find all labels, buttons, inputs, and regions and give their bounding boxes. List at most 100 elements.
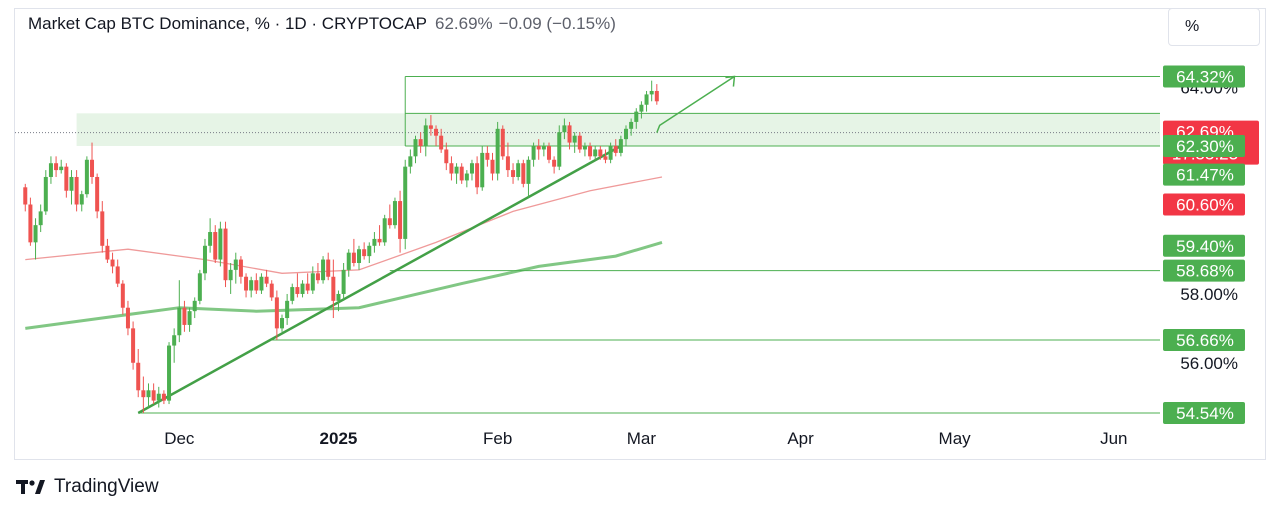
price-label: 62.30% [1163, 135, 1245, 158]
candle [28, 197, 33, 246]
price-label: 60.60% [1163, 193, 1245, 216]
ma-red-line [25, 176, 663, 274]
candle [125, 300, 130, 336]
candle-body [115, 266, 120, 284]
candle-body [300, 283, 305, 294]
candle-body [274, 297, 279, 329]
candle-body [567, 125, 572, 143]
candle-body [244, 276, 249, 291]
candle-body [264, 276, 269, 284]
candle-body [131, 328, 136, 363]
candle [475, 156, 480, 195]
candle [418, 132, 423, 153]
candle-body [459, 166, 464, 181]
candle [495, 121, 500, 181]
price-label-bg [1163, 135, 1245, 158]
candle [167, 342, 172, 405]
candle-body [485, 152, 490, 160]
brand-name: TradingView [54, 476, 159, 497]
x-tick-label: May [939, 429, 972, 448]
price-label-bg [1163, 65, 1245, 88]
candle-body [413, 139, 418, 157]
candle [490, 152, 495, 181]
candle-body [552, 159, 557, 167]
candle [208, 218, 213, 253]
candle [398, 190, 403, 253]
candle [464, 170, 469, 188]
price-label: 61.47% [1163, 163, 1245, 186]
candle [249, 276, 254, 298]
candle-body [516, 163, 521, 177]
candle [649, 80, 654, 102]
candle [115, 259, 120, 288]
candle-body [439, 135, 444, 150]
price-label-bg [1163, 259, 1245, 282]
candle-body [500, 128, 505, 157]
support-trendline [137, 144, 622, 415]
candle [305, 273, 310, 294]
candle [187, 307, 192, 332]
candle [33, 218, 38, 260]
candle [141, 376, 146, 413]
unit-label: % [1185, 18, 1200, 35]
candle-body [43, 176, 48, 212]
candle-body [259, 276, 264, 291]
candle-body [346, 252, 351, 270]
candle [526, 156, 531, 198]
candle [290, 283, 295, 305]
candle [469, 159, 474, 181]
price-label-text: 59.40% [1176, 237, 1234, 256]
candle [346, 249, 351, 277]
candle [151, 383, 156, 405]
candle [505, 142, 510, 177]
candle-body [23, 187, 28, 205]
candle-body [372, 238, 377, 246]
price-label-text: 58.68% [1176, 262, 1234, 281]
candle [459, 163, 464, 184]
candle [259, 273, 264, 294]
price-label: 59.40% [1163, 234, 1245, 257]
symbol-title[interactable]: Market Cap BTC Dominance, % · 1D · CRYPT… [28, 14, 427, 33]
candle [69, 170, 74, 205]
candle [439, 128, 444, 153]
candle-body [382, 218, 387, 243]
candle [367, 242, 372, 263]
candle [156, 386, 161, 408]
candle [336, 290, 341, 312]
candle-body [136, 362, 141, 391]
candle-body [408, 156, 413, 167]
candle [64, 163, 69, 198]
candle-body [505, 156, 510, 171]
candle-body [629, 121, 634, 129]
price-scale-unit-button[interactable]: % [1168, 8, 1260, 46]
footer-brand[interactable]: TradingView [16, 476, 159, 498]
candle [536, 139, 541, 160]
candle [54, 156, 59, 177]
candle [295, 273, 300, 298]
candle-body [351, 252, 356, 263]
candle-body [202, 245, 207, 274]
candle [639, 101, 644, 119]
candle [182, 300, 187, 332]
candle [264, 269, 269, 288]
x-axis-group: Dec 2025 Feb Mar Apr May Jun [164, 429, 1127, 448]
candle-body [598, 149, 603, 157]
candle [428, 115, 433, 136]
candle-body [187, 311, 192, 325]
candle-body [79, 194, 84, 205]
candle [74, 170, 79, 212]
candle-body [120, 283, 125, 308]
candle [357, 245, 362, 270]
tradingview-logo-icon [16, 480, 45, 494]
candle-body [562, 125, 567, 133]
candle-body [110, 259, 115, 267]
price-label-text: 64.32% [1176, 68, 1234, 87]
candle [511, 163, 516, 184]
candle-body [341, 269, 346, 294]
candle [444, 142, 449, 171]
candle [326, 252, 331, 281]
candle [603, 149, 608, 164]
candle-body [454, 166, 459, 174]
candle-body [290, 287, 295, 301]
